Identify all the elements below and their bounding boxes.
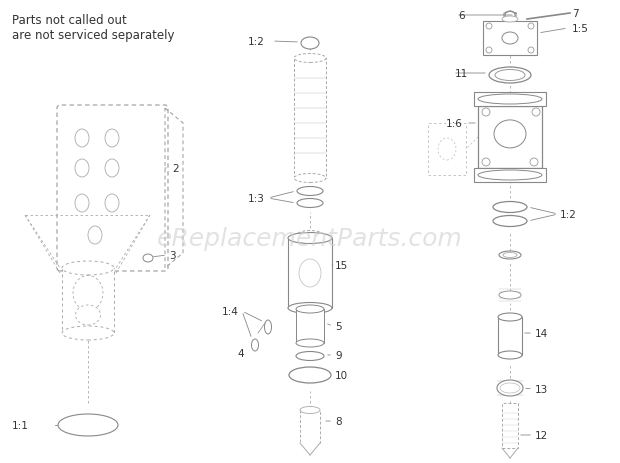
Text: 1:6: 1:6	[446, 119, 463, 129]
Ellipse shape	[528, 48, 534, 54]
Text: eReplacementParts.com: eReplacementParts.com	[157, 226, 463, 250]
Ellipse shape	[486, 48, 492, 54]
Ellipse shape	[478, 171, 542, 181]
Ellipse shape	[296, 339, 324, 347]
Ellipse shape	[498, 351, 522, 359]
Ellipse shape	[299, 259, 321, 288]
Ellipse shape	[532, 109, 540, 117]
Ellipse shape	[489, 68, 531, 84]
Ellipse shape	[105, 194, 119, 213]
Bar	[474, 169, 546, 182]
Ellipse shape	[105, 160, 119, 178]
Text: 14: 14	[535, 328, 548, 338]
Ellipse shape	[493, 202, 527, 213]
Bar	[478, 107, 542, 169]
Ellipse shape	[498, 313, 522, 321]
Ellipse shape	[294, 174, 326, 183]
Ellipse shape	[289, 367, 331, 383]
Bar	[62, 269, 114, 333]
Ellipse shape	[143, 255, 153, 263]
Text: 7: 7	[572, 9, 578, 19]
Text: 10: 10	[335, 370, 348, 380]
Ellipse shape	[75, 160, 89, 178]
Text: 5: 5	[335, 321, 342, 332]
Ellipse shape	[486, 24, 492, 30]
Bar	[474, 93, 546, 107]
Ellipse shape	[495, 70, 525, 81]
Text: 13: 13	[535, 384, 548, 394]
Ellipse shape	[105, 130, 119, 148]
Ellipse shape	[288, 303, 332, 314]
Text: 12: 12	[535, 430, 548, 440]
Text: Parts not called out
are not serviced separately: Parts not called out are not serviced se…	[12, 14, 174, 42]
Ellipse shape	[296, 305, 324, 313]
Ellipse shape	[252, 339, 259, 351]
Ellipse shape	[502, 33, 518, 45]
Ellipse shape	[438, 139, 456, 161]
Ellipse shape	[530, 159, 538, 167]
Ellipse shape	[482, 109, 490, 117]
Ellipse shape	[499, 251, 521, 259]
Ellipse shape	[478, 95, 542, 105]
FancyBboxPatch shape	[57, 106, 168, 271]
Ellipse shape	[500, 383, 520, 393]
Bar	[296, 309, 324, 343]
Text: 1:1: 1:1	[12, 420, 29, 430]
Ellipse shape	[75, 194, 89, 213]
Ellipse shape	[301, 38, 319, 50]
Bar	[300, 410, 320, 443]
Ellipse shape	[300, 407, 320, 413]
Text: 6: 6	[458, 11, 464, 21]
Ellipse shape	[502, 17, 518, 23]
Ellipse shape	[288, 233, 332, 244]
Ellipse shape	[294, 54, 326, 63]
Text: 15: 15	[335, 260, 348, 270]
Ellipse shape	[499, 291, 521, 300]
Ellipse shape	[297, 199, 323, 208]
Ellipse shape	[493, 216, 527, 227]
Ellipse shape	[62, 262, 114, 275]
Ellipse shape	[88, 226, 102, 244]
Text: 4: 4	[237, 348, 244, 358]
Ellipse shape	[62, 326, 114, 340]
Polygon shape	[300, 443, 320, 455]
Bar	[483, 22, 537, 56]
Text: 1:3: 1:3	[248, 194, 265, 204]
Text: 8: 8	[335, 416, 342, 426]
Text: 1:5: 1:5	[572, 24, 589, 34]
Ellipse shape	[494, 121, 526, 149]
Ellipse shape	[73, 276, 103, 311]
Text: 1:2: 1:2	[560, 210, 577, 219]
Ellipse shape	[482, 159, 490, 167]
Ellipse shape	[265, 320, 272, 334]
Ellipse shape	[503, 253, 517, 258]
Ellipse shape	[297, 231, 323, 240]
Ellipse shape	[296, 352, 324, 361]
Ellipse shape	[58, 414, 118, 436]
Ellipse shape	[505, 12, 515, 20]
Ellipse shape	[497, 380, 523, 396]
Ellipse shape	[75, 130, 89, 148]
Bar	[502, 403, 518, 448]
Text: 3: 3	[169, 250, 175, 260]
Text: 1:4: 1:4	[222, 307, 239, 316]
Bar	[294, 59, 326, 179]
Bar	[288, 238, 332, 308]
Text: 11: 11	[455, 69, 468, 79]
Ellipse shape	[76, 305, 100, 325]
Text: 1:2: 1:2	[248, 37, 265, 47]
Ellipse shape	[528, 24, 534, 30]
Ellipse shape	[297, 187, 323, 196]
Text: 2: 2	[172, 163, 179, 174]
Bar	[498, 317, 522, 355]
Bar	[428, 124, 466, 175]
Text: 9: 9	[335, 350, 342, 360]
